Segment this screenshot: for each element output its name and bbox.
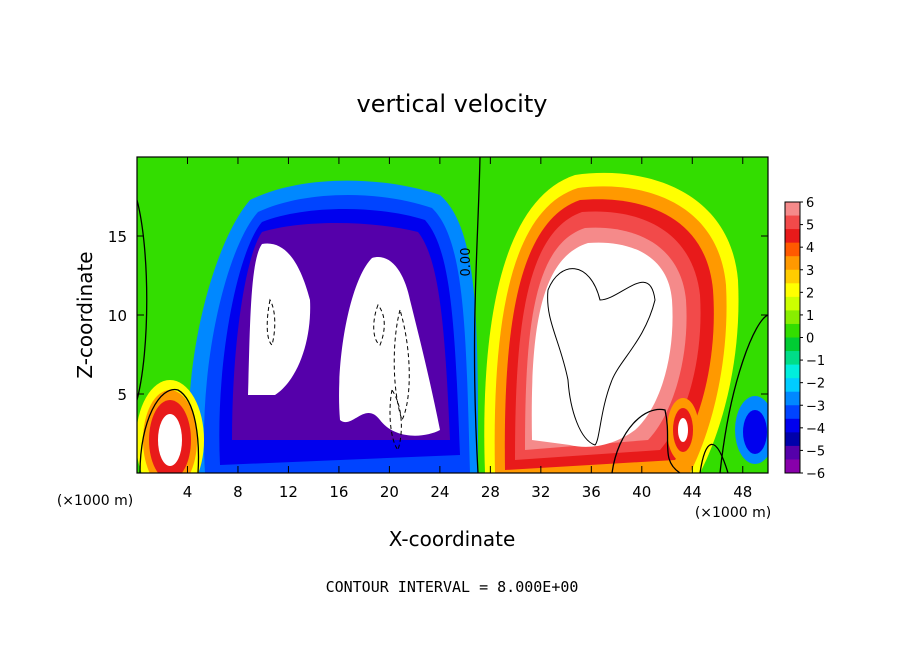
colorbar-swatch: [785, 432, 800, 447]
colorbar-tick-label: 6: [806, 196, 814, 211]
right-small-downdraft: [735, 396, 768, 464]
x-unit-label-right: (×1000 m): [695, 505, 771, 521]
colorbar-swatch: [785, 459, 800, 474]
x-tick-label: 4: [183, 483, 193, 501]
colorbar-tick-label: 1: [806, 309, 814, 324]
colorbar-swatch: [785, 269, 800, 284]
colorbar-swatch: [785, 405, 800, 420]
colorbar-tick-label: −5: [806, 444, 825, 459]
x-tick-label: 16: [329, 483, 348, 501]
colorbar-swatch: [785, 323, 800, 338]
x-tick-label: 24: [430, 483, 449, 501]
colorbar-swatch: [785, 418, 800, 433]
chart-title: vertical velocity: [357, 90, 548, 118]
colorbar-tick-label: 2: [806, 286, 814, 301]
colorbar-swatch: [785, 378, 800, 393]
updraft-region: [484, 172, 739, 473]
colorbar-swatch: [785, 256, 800, 271]
colorbar-tick-label: 4: [806, 241, 814, 256]
colorbar-swatch: [785, 445, 800, 460]
colorbar-swatch: [785, 351, 800, 366]
x-tick-label: 20: [380, 483, 399, 501]
colorbar-tick-label: −1: [806, 354, 825, 369]
y-tick-label: 15: [108, 228, 127, 246]
x-tick-label: 40: [632, 483, 651, 501]
x-tick-label: 12: [279, 483, 298, 501]
colorbar-tick-label: 3: [806, 264, 814, 279]
lower-left-updraft: [137, 380, 204, 473]
x-tick-label: 36: [582, 483, 601, 501]
colorbar-swatch: [785, 202, 800, 217]
zero-contour: [473, 157, 481, 473]
x-tick-label: 28: [481, 483, 500, 501]
colorbar-tick-label: −6: [806, 467, 825, 482]
plot-area: 0.00: [136, 156, 769, 474]
y-tick-label: 5: [117, 386, 127, 404]
colorbar: [784, 201, 801, 474]
colorbar-swatch: [785, 337, 800, 352]
colorbar-tick-label: −3: [806, 399, 825, 414]
colorbar-tick-label: −2: [806, 377, 825, 392]
colorbar-swatch: [785, 215, 800, 230]
contour-interval-footer: CONTOUR INTERVAL = 8.000E+00: [326, 578, 579, 596]
colorbar-swatch: [785, 391, 800, 406]
x-unit-label-left: (×1000 m): [57, 493, 133, 509]
x-axis-label: X-coordinate: [389, 527, 516, 551]
contour-label: 0.00: [459, 248, 474, 277]
colorbar-tick-label: −4: [806, 422, 825, 437]
right-small-updraft: [667, 398, 699, 462]
y-tick-label: 10: [108, 307, 127, 325]
colorbar-swatch: [785, 242, 800, 257]
colorbar-swatch: [785, 310, 800, 325]
colorbar-tick-label: 5: [806, 219, 814, 234]
x-tick-label: 44: [683, 483, 702, 501]
x-tick-label: 48: [733, 483, 752, 501]
colorbar-swatch: [785, 283, 800, 298]
x-axis-ticks: 4 8 12 16 20 24 28 32 36 40 44 48: [183, 157, 752, 501]
downdraft-region: [188, 180, 479, 473]
colorbar-swatch: [785, 229, 800, 244]
colorbar-swatch: [785, 364, 800, 379]
x-tick-label: 32: [531, 483, 550, 501]
y-axis-label: Z-coordinate: [73, 251, 97, 378]
y-axis-ticks: 5 10 15: [108, 228, 768, 404]
colorbar-swatch: [785, 296, 800, 311]
x-tick-label: 8: [233, 483, 243, 501]
negative-contours: [266, 298, 410, 452]
colorbar-labels: 6 5 4 3 2 1 0 −1 −2 −3 −4 −5 −6: [800, 196, 825, 482]
colorbar-tick-label: 0: [806, 332, 814, 347]
contour-lines: [137, 157, 768, 473]
